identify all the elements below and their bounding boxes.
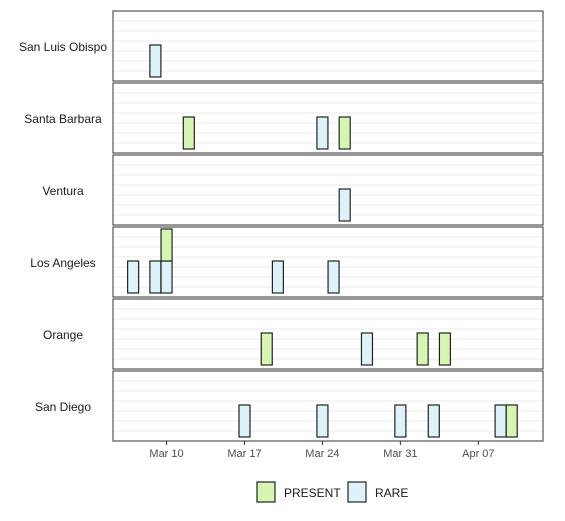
panel-frame	[112, 10, 544, 82]
rare-bar	[427, 404, 440, 438]
rare-bar	[338, 188, 351, 222]
present-bar	[505, 404, 518, 438]
x-tick-label: Mar 31	[383, 448, 417, 460]
rare-bar	[149, 44, 162, 78]
facet-label: Los Angeles	[30, 256, 95, 270]
facet-panel: Ventura	[42, 154, 544, 226]
rare-bar	[494, 404, 507, 438]
facet-panel: San Diego	[35, 370, 544, 442]
present-bar	[160, 228, 173, 262]
rare-bar	[271, 260, 284, 294]
present-bar	[338, 116, 351, 150]
legend-label: RARE	[375, 486, 408, 500]
x-tick-label: Apr 07	[462, 448, 494, 460]
rare-bar	[127, 260, 140, 294]
facet-panel: Santa Barbara	[24, 82, 544, 154]
legend: PRESENT RARE	[256, 481, 408, 503]
panel-frame	[112, 298, 544, 370]
x-tick-label: Mar 17	[227, 448, 261, 460]
present-bar	[438, 332, 452, 366]
present-bar	[182, 116, 195, 150]
facet-panel: Orange	[43, 298, 544, 370]
facet-label: Santa Barbara	[24, 112, 102, 126]
rare-bar	[238, 404, 251, 438]
legend-label: PRESENT	[284, 486, 341, 500]
rare-bar	[394, 404, 407, 438]
present-bar	[416, 332, 429, 366]
rare-bar	[316, 404, 329, 438]
rare-bar	[360, 332, 374, 366]
rare-bar	[316, 116, 329, 150]
facet-panel: Los Angeles	[30, 226, 544, 298]
panel-frame	[112, 154, 544, 226]
legend-swatch	[347, 481, 367, 503]
facet-panel: San Luis Obispo	[19, 10, 544, 82]
x-tick-label: Mar 24	[305, 448, 339, 460]
present-bar	[260, 332, 273, 366]
rare-bar	[160, 260, 173, 294]
facet-label: Orange	[43, 328, 83, 342]
x-tick-label: Mar 10	[149, 448, 183, 460]
facet-label: Ventura	[42, 184, 84, 198]
rare-bar	[149, 260, 162, 294]
legend-swatch	[256, 481, 276, 503]
facet-label: San Diego	[35, 400, 91, 414]
rare-bar	[327, 260, 340, 294]
facet-label: San Luis Obispo	[19, 40, 107, 54]
